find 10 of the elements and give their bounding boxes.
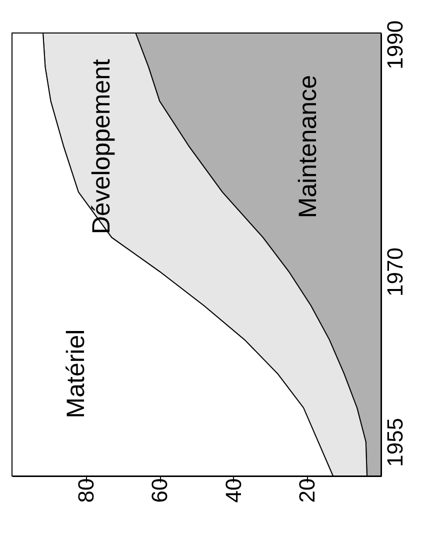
y-tick-label: 1955 bbox=[382, 418, 408, 467]
x-tick-label: 20 bbox=[294, 478, 320, 503]
y-tick-label: 1990 bbox=[382, 20, 408, 70]
x-tick-label: 40 bbox=[220, 478, 246, 503]
x-tick-label: 80 bbox=[73, 478, 98, 503]
y-tick-label: 1970 bbox=[382, 248, 408, 297]
series-label: Maintenance bbox=[294, 75, 322, 218]
series-label: Matériel bbox=[62, 329, 90, 418]
x-tick-label: 60 bbox=[147, 478, 172, 503]
series-label: Développement bbox=[87, 58, 116, 234]
